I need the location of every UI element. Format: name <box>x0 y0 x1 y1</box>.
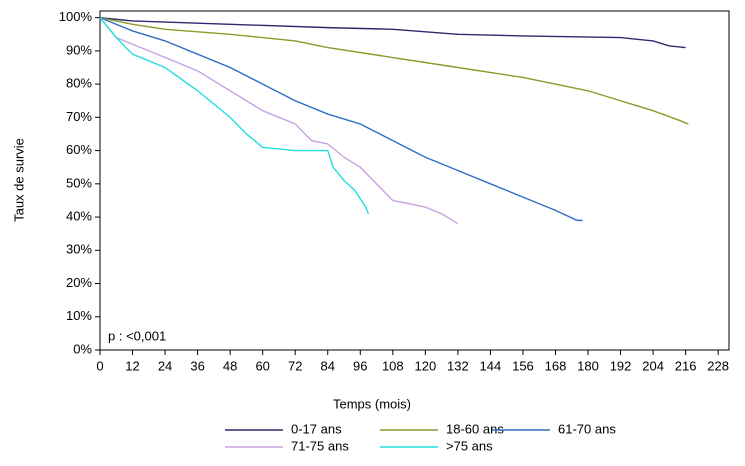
legend-label: 0-17 ans <box>291 421 342 436</box>
y-axis-label: Taux de survie <box>11 138 26 222</box>
y-tick-label: 20% <box>66 275 92 290</box>
x-tick-label: 204 <box>642 358 664 373</box>
x-tick-label: 36 <box>190 358 204 373</box>
x-tick-label: 228 <box>707 358 729 373</box>
legend-label: 18-60 ans <box>446 421 504 436</box>
survival-curve <box>99 16 583 222</box>
x-tick-label: 108 <box>382 358 404 373</box>
y-tick-label: 0% <box>73 341 92 356</box>
annotation: p : <0,001 <box>108 328 166 343</box>
y-tick-label: 90% <box>66 42 92 57</box>
x-tick-label: 96 <box>353 358 367 373</box>
x-tick-label: 84 <box>321 358 335 373</box>
x-tick-label: 144 <box>480 358 502 373</box>
x-tick-label: 168 <box>545 358 567 373</box>
y-tick-label: 10% <box>66 308 92 323</box>
x-tick-label: 192 <box>610 358 632 373</box>
x-tick-label: 72 <box>288 358 302 373</box>
x-tick-label: 180 <box>577 358 599 373</box>
survival-curve <box>99 17 459 225</box>
y-tick-label: 70% <box>66 109 92 124</box>
x-tick-label: 132 <box>447 358 469 373</box>
plot-frame <box>99 10 730 351</box>
y-tick-label: 40% <box>66 208 92 223</box>
x-tick-label: 0 <box>96 358 103 373</box>
y-tick-label: 80% <box>66 76 92 91</box>
y-tick-label: 100% <box>59 9 93 24</box>
y-tick-label: 50% <box>66 175 92 190</box>
x-tick-label: 156 <box>512 358 534 373</box>
legend-label: 71-75 ans <box>291 438 349 453</box>
survival-curve <box>99 16 686 49</box>
legend-label: 61-70 ans <box>558 421 616 436</box>
x-tick-label: 60 <box>255 358 269 373</box>
legend-label: >75 ans <box>446 438 493 453</box>
x-tick-label: 48 <box>223 358 237 373</box>
survival-curve <box>99 16 689 125</box>
x-tick-label: 120 <box>414 358 436 373</box>
x-tick-label: 24 <box>158 358 172 373</box>
x-tick-label: 12 <box>125 358 139 373</box>
x-axis-label: Temps (mois) <box>333 396 411 411</box>
x-tick-label: 216 <box>675 358 697 373</box>
y-tick-label: 60% <box>66 142 92 157</box>
survival-curve <box>99 17 370 214</box>
y-tick-label: 30% <box>66 242 92 257</box>
